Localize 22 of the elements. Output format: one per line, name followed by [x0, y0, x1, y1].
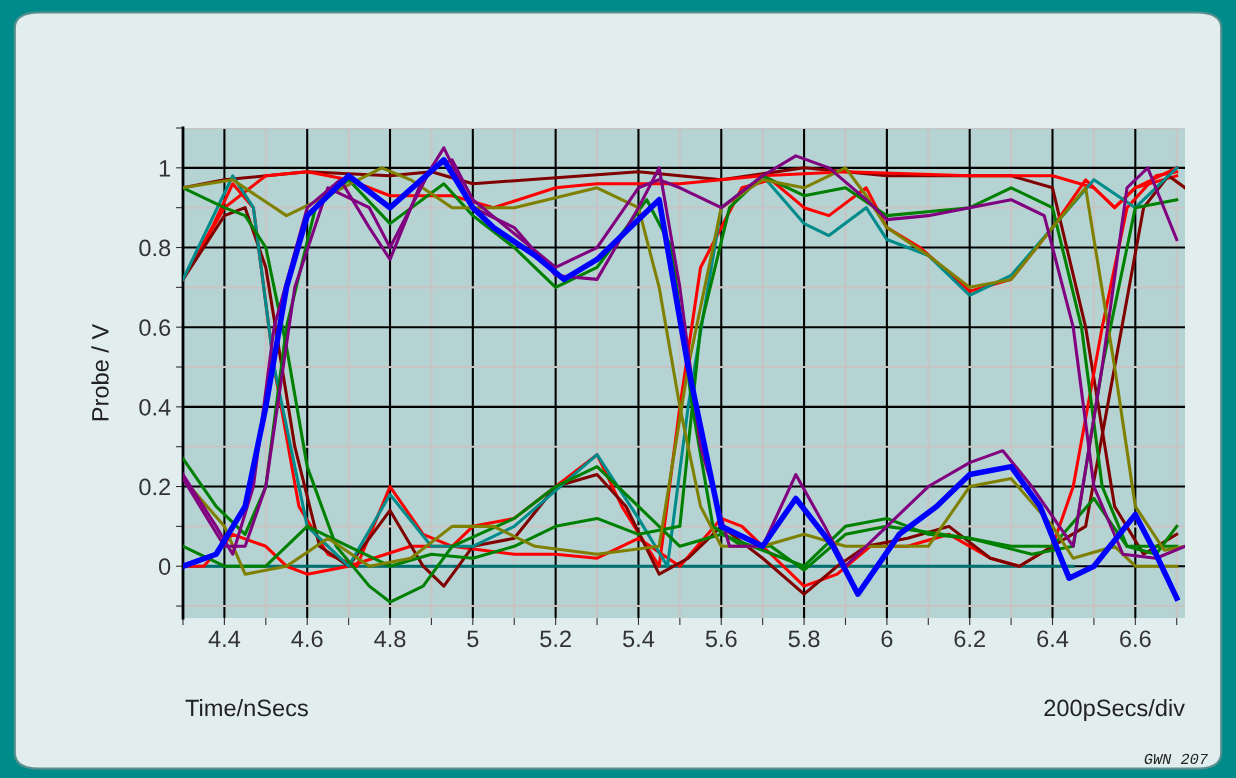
x-tick-label: 5.8 — [788, 630, 820, 648]
x-tick-label: 5 — [467, 630, 479, 648]
x-tick-label: 6.6 — [1120, 630, 1151, 648]
x-tick-label: 5.4 — [622, 630, 655, 648]
y-tick-label: 0.2 — [139, 478, 171, 496]
y-tick-label: 0.8 — [139, 239, 171, 257]
x-tick-label: 6 — [881, 630, 893, 648]
x-tick-label: 4.4 — [208, 630, 241, 647]
y-tick-label: 1 — [159, 160, 171, 177]
y-axis-title: Probe / V — [91, 323, 109, 421]
x-tick-label: 4.6 — [291, 630, 323, 648]
y-tick-label: 0.6 — [139, 319, 171, 336]
text: GWN 207 — [1144, 753, 1208, 765]
x-tick-label: 5.2 — [540, 630, 571, 648]
y-tick-label: 0.4 — [139, 398, 171, 416]
x-tick-label: 4.8 — [374, 630, 406, 648]
y-tick-label: 0 — [158, 558, 171, 575]
text: Time/nSecs — [185, 698, 308, 717]
x-tick-label: 5.6 — [705, 630, 737, 648]
x-tick-label: 6.4 — [1037, 630, 1069, 648]
text: 200pSecs/div — [1044, 698, 1185, 722]
x-tick-label: 6.2 — [954, 630, 985, 648]
